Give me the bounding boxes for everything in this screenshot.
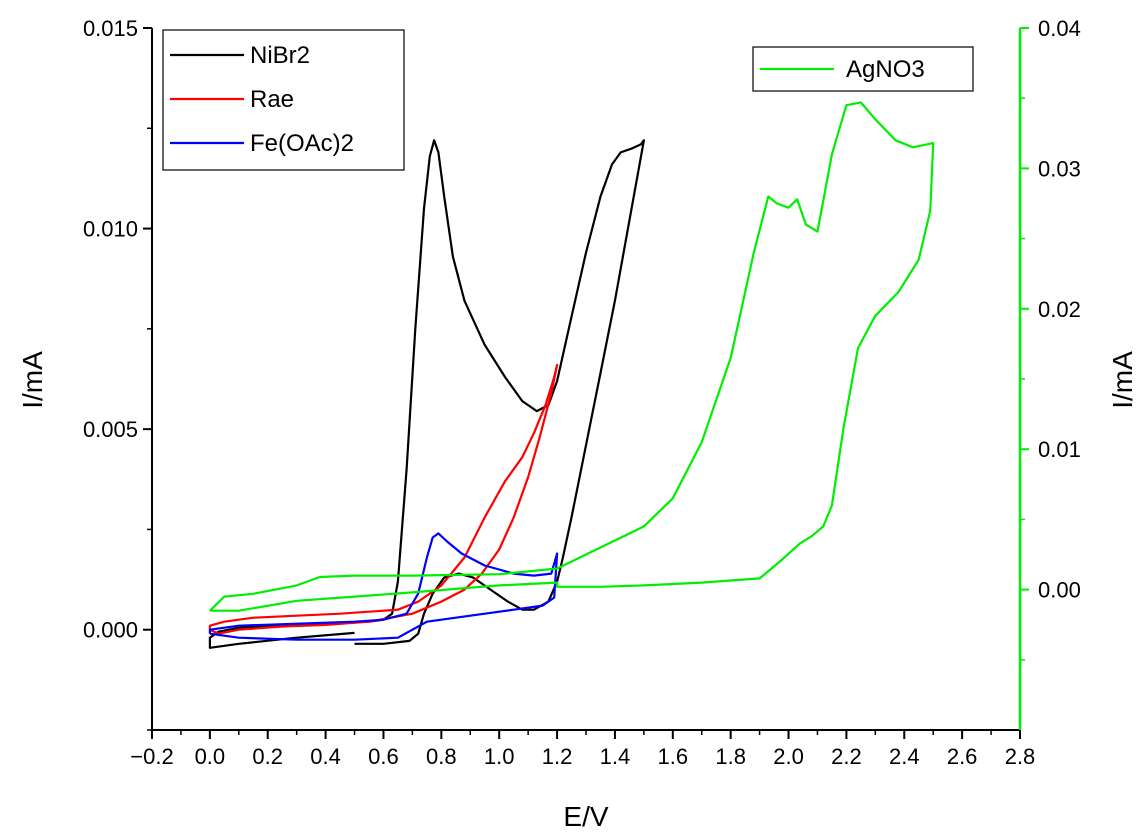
legend-label: Rae — [250, 86, 294, 113]
x-tick-label: 2.8 — [1005, 744, 1036, 769]
x-tick-label: 1.8 — [715, 744, 746, 769]
x-tick-label: 0.6 — [368, 744, 399, 769]
x-tick-label: 2.4 — [889, 744, 920, 769]
y-left-tick-label: 0.005 — [83, 417, 138, 442]
series-agno3-curve — [209, 101, 935, 612]
x-tick-label: 0.0 — [195, 744, 226, 769]
y-right-tick-label: 0.04 — [1038, 16, 1081, 41]
axes: −0.2 0.0 0.2 0.4 0.6 0.8 1.0 1.2 1.4 1.6 1.8 2.0 2.2… — [83, 16, 1081, 769]
x-tick-label: 1.4 — [600, 744, 631, 769]
x-tick-label: 2.0 — [773, 744, 804, 769]
legend-label: AgNO3 — [846, 56, 925, 83]
data-curves — [208, 101, 935, 649]
y-axis-left-title: I/mA — [17, 351, 48, 409]
x-tick-label: −0.2 — [130, 744, 173, 769]
legend-right-box — [752, 46, 974, 92]
x-tick-label: 0.2 — [252, 744, 283, 769]
y-axis-right-title: I/mA — [1107, 351, 1138, 409]
x-tick-label: 0.4 — [310, 744, 341, 769]
x-axis-title: E/V — [563, 801, 608, 832]
legend-label: Fe(OAc)2 — [250, 130, 354, 157]
series-fe-oac-2-curve — [208, 532, 559, 641]
x-tick-label: 1.0 — [484, 744, 515, 769]
x-tick-label: 2.6 — [947, 744, 978, 769]
y-right-tick-label: 0.00 — [1038, 578, 1081, 603]
y-right-tick-label: 0.01 — [1038, 437, 1081, 462]
legend-label: NiBr2 — [250, 42, 310, 69]
x-tick-label: 1.2 — [542, 744, 573, 769]
x-tick-label: 2.2 — [831, 744, 862, 769]
y-right-tick-label: 0.03 — [1038, 156, 1081, 181]
x-tick-label: 1.6 — [658, 744, 689, 769]
y-left-tick-label: 0.010 — [83, 217, 138, 242]
y-left-tick-label: 0.015 — [83, 16, 138, 41]
y-right-tick-label: 0.02 — [1038, 297, 1081, 322]
legend-left: NiBr2 Rae Fe(OAc)2 — [162, 29, 405, 171]
x-tick-label: 0.8 — [426, 744, 457, 769]
y-left-tick-label: 0.000 — [83, 618, 138, 643]
series-nibr2-curve — [208, 139, 645, 649]
legend-right: AgNO3 — [752, 46, 974, 92]
